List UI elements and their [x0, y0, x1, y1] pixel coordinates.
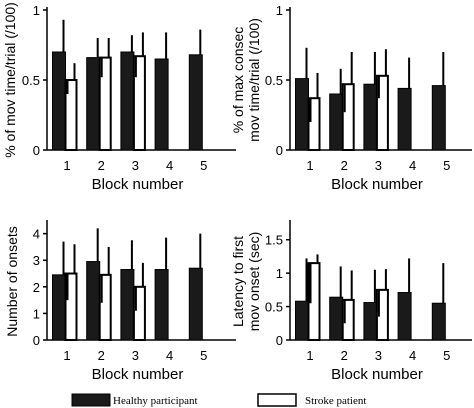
x-tick-label: 4 [409, 348, 416, 363]
x-tick-label: 5 [443, 348, 450, 363]
x-tick-label: 5 [200, 158, 207, 173]
legend-swatch-healthy [71, 393, 111, 407]
y-tick-label: 1 [33, 306, 40, 321]
bar-healthy [397, 292, 412, 341]
x-tick-label: 2 [98, 158, 105, 173]
x-tick-label: 2 [98, 348, 105, 363]
bar-healthy [363, 302, 378, 341]
bar-healthy [431, 85, 446, 151]
y-tick-label: 0.5 [265, 300, 283, 315]
x-tick-label: 5 [443, 158, 450, 173]
bar-stroke [341, 83, 355, 151]
y-axis-label: % of max consecmov time/trial (/100) [230, 18, 262, 142]
x-tick-label: 3 [132, 158, 139, 173]
bar-healthy [120, 269, 135, 341]
chart-panel-3: 0 1 2 3 4 1 2 3 4 5 Block number Number of onsets [4, 220, 236, 383]
bar-healthy [188, 267, 203, 341]
bar-healthy [86, 57, 101, 151]
x-tick-label: 3 [375, 158, 382, 173]
bar-healthy [431, 302, 446, 341]
bar-healthy [397, 87, 412, 151]
chart-panel-2: 0 0.5 1 1 2 3 4 5 Block number % of max consecmov… [230, 3, 472, 193]
y-tick-label: 1 [276, 266, 283, 281]
x-tick-label: 4 [166, 158, 173, 173]
bar-healthy [154, 58, 169, 151]
x-tick-label: 3 [375, 348, 382, 363]
bar-stroke [375, 74, 389, 151]
x-tick-label: 1 [63, 158, 70, 173]
y-tick-label: 0.5 [265, 73, 283, 88]
x-tick-label: 5 [200, 348, 207, 363]
y-tick-label: 3 [33, 253, 40, 268]
bar-healthy [295, 78, 309, 151]
y-tick-label: 2 [33, 280, 40, 295]
y-tick-label: 1.5 [265, 233, 283, 248]
bar-stroke [64, 272, 78, 342]
y-tick-label: 1 [33, 3, 40, 18]
y-tick-label: 0.5 [22, 73, 40, 88]
x-axis-label: Block number [331, 366, 423, 383]
y-axis-label: Number of onsets [4, 226, 20, 337]
y-tick-label: 0 [33, 333, 40, 348]
x-tick-label: 2 [341, 348, 348, 363]
y-tick-label: 0 [276, 333, 283, 348]
bar-healthy [52, 51, 66, 151]
chart-panel-1: 0 0.5 1 1 2 3 4 5 Block number % of mov time/tria… [2, 2, 236, 193]
bar-healthy [363, 83, 378, 151]
y-tick-label: 0 [33, 143, 40, 158]
legend-swatch-stroke [257, 393, 297, 407]
x-tick-label: 3 [132, 348, 139, 363]
x-tick-label: 4 [166, 348, 173, 363]
bar-healthy [120, 51, 135, 151]
bar-healthy [86, 261, 101, 341]
bar-healthy [329, 93, 344, 151]
bar-healthy [154, 269, 169, 341]
x-tick-label: 1 [306, 348, 313, 363]
y-axis-label: % of mov time/trial (/100) [2, 2, 18, 158]
bar-stroke [375, 288, 389, 342]
bar-stroke [307, 262, 321, 341]
bar-healthy [295, 300, 309, 341]
x-tick-label: 1 [306, 158, 313, 173]
y-tick-label: 0 [276, 143, 283, 158]
x-axis-label: Block number [92, 176, 184, 193]
x-tick-label: 1 [63, 348, 70, 363]
bar-stroke [64, 79, 78, 151]
bar-healthy [329, 296, 344, 341]
bar-healthy [52, 274, 66, 341]
bar-stroke [307, 97, 321, 151]
x-tick-label: 4 [409, 158, 416, 173]
y-tick-label: 1 [276, 3, 283, 18]
bar-healthy [188, 54, 203, 151]
bar-stroke [132, 55, 146, 152]
legend-label-stroke: Stroke patient [305, 395, 366, 407]
x-tick-label: 2 [341, 158, 348, 173]
chart-panel-4: 0 0.5 1 1.5 1 2 3 4 5 Block number Latency to firs… [230, 220, 472, 383]
bar-stroke [341, 298, 355, 341]
y-axis-label: Latency to firstmov onset (sec) [230, 232, 262, 332]
bar-stroke [132, 285, 146, 341]
bar-stroke [98, 273, 112, 341]
bar-stroke [98, 56, 112, 151]
x-axis-label: Block number [331, 176, 423, 193]
y-tick-label: 4 [33, 227, 40, 242]
legend: Healthy participant Stroke patient [71, 393, 366, 407]
legend-label-healthy: Healthy participant [113, 395, 198, 407]
x-axis-label: Block number [92, 366, 184, 383]
